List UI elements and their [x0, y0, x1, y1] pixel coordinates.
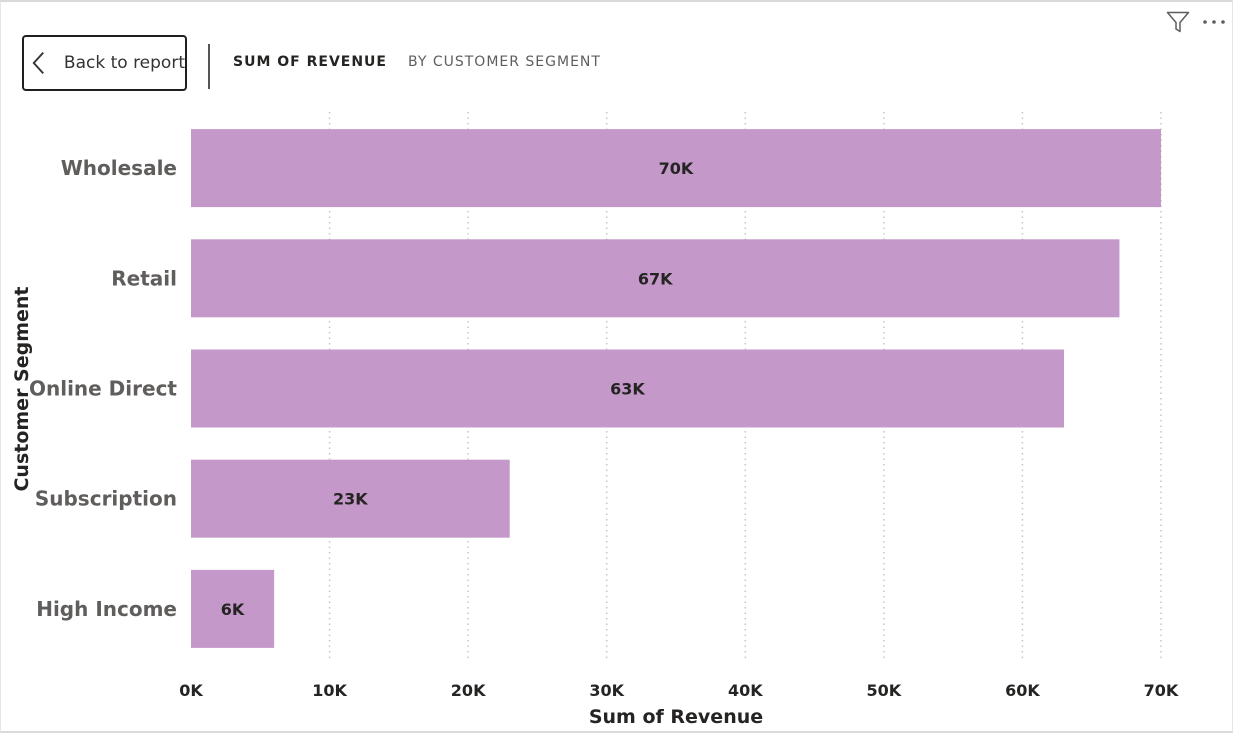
category-label: Online Direct: [29, 377, 177, 401]
data-label: 23K: [333, 490, 368, 509]
bar[interactable]: [191, 239, 1120, 318]
x-axis-title: Sum of Revenue: [589, 706, 763, 728]
x-tick-label: 70K: [1144, 681, 1179, 700]
data-label: 6K: [221, 600, 245, 619]
back-to-report-button[interactable]: Back to report: [22, 35, 187, 91]
filter-icon[interactable]: [1166, 10, 1190, 34]
x-tick-label: 50K: [867, 681, 902, 700]
chevron-left-icon: [32, 51, 44, 75]
x-tick-label: 30K: [589, 681, 624, 700]
data-label: 67K: [638, 269, 673, 288]
tab-by-customer-segment[interactable]: BY CUSTOMER SEGMENT: [408, 54, 601, 70]
visual-header-icons: [1166, 8, 1226, 36]
bar[interactable]: [191, 459, 510, 538]
x-tick-label: 10K: [312, 681, 347, 700]
category-label: High Income: [36, 597, 177, 621]
category-label: Subscription: [35, 487, 177, 511]
tab-sum-of-revenue[interactable]: SUM OF REVENUE: [233, 54, 387, 70]
category-label: Wholesale: [61, 156, 177, 180]
more-options-icon[interactable]: [1202, 10, 1226, 34]
x-tick-label: 60K: [1005, 681, 1040, 700]
header-divider: [208, 44, 210, 89]
back-button-label: Back to report: [63, 53, 185, 73]
bar[interactable]: [191, 129, 1161, 208]
y-axis-title: Customer Segment: [11, 286, 33, 491]
x-tick-label: 0K: [179, 681, 203, 700]
category-label: Retail: [111, 266, 177, 290]
bar[interactable]: [191, 569, 275, 648]
bar[interactable]: [191, 349, 1064, 428]
x-tick-label: 40K: [728, 681, 763, 700]
category-labels: Wholesale Retail Online Direct Subscription…: [29, 156, 177, 621]
x-tick-labels: 0K 10K 20K 30K 40K 50K 60K 70K: [179, 681, 1179, 700]
x-tick-label: 20K: [451, 681, 486, 700]
bars: 70K 67K 63K 23K 6K: [191, 129, 1161, 648]
data-label: 70K: [659, 159, 694, 178]
data-label: 63K: [610, 380, 645, 399]
